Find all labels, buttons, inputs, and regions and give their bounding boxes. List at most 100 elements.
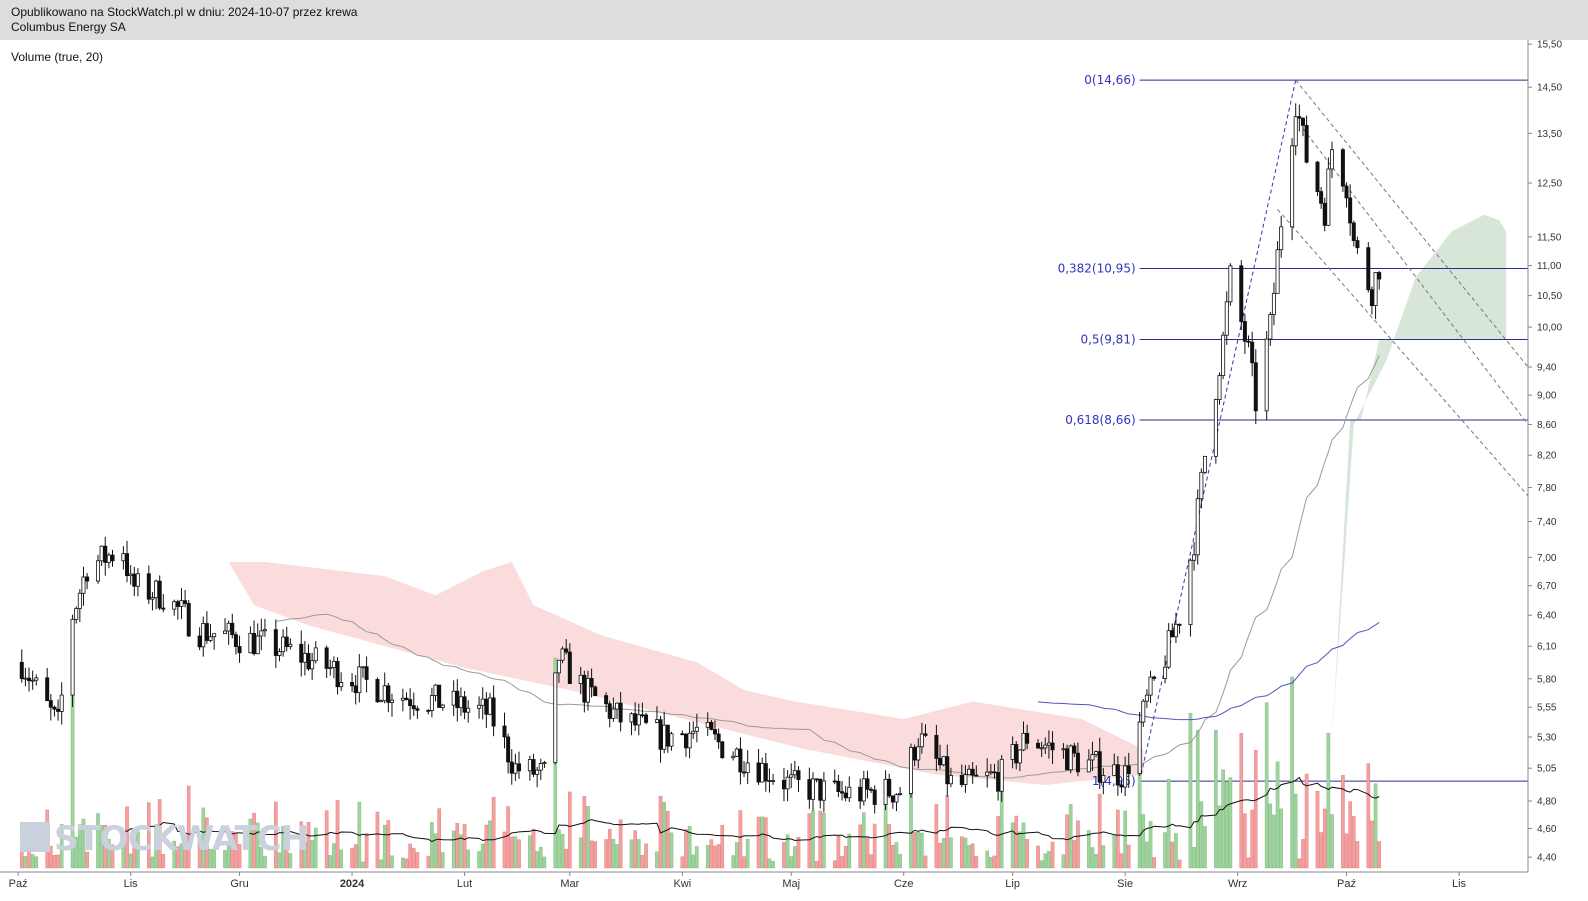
y-tick-label: 12,50: [1537, 179, 1562, 190]
candle-body: [255, 635, 260, 655]
volume-bar: [1326, 732, 1331, 869]
volume-bar: [379, 859, 383, 869]
candle-body: [865, 778, 870, 790]
volume-bar: [1039, 860, 1044, 869]
candle-body: [513, 763, 518, 774]
volume-bar: [404, 858, 409, 869]
volume-bar: [560, 833, 565, 869]
candle-body: [694, 726, 699, 732]
volume-bar: [27, 852, 31, 869]
candle-body: [52, 706, 57, 710]
candle: [967, 764, 972, 776]
candle: [618, 691, 623, 732]
candle-body: [883, 778, 888, 805]
candle-body: [531, 759, 536, 775]
volume-bar: [811, 810, 815, 869]
volume-bar: [1348, 801, 1352, 869]
candle: [745, 750, 750, 785]
candle-body: [408, 699, 413, 707]
volume-bar: [1148, 821, 1153, 869]
volume-bar: [34, 856, 39, 869]
candle-body: [1322, 202, 1327, 226]
candle-body: [1297, 116, 1302, 119]
candle-body: [379, 700, 384, 703]
candle: [531, 753, 536, 778]
candle: [858, 778, 863, 809]
y-tick-label: 5,80: [1537, 674, 1557, 685]
volume-bar: [128, 853, 133, 869]
candle-body: [662, 724, 667, 750]
candle: [440, 703, 445, 711]
ma-fast-line: [275, 355, 1380, 779]
candle-body: [1202, 455, 1207, 473]
volume-bar: [633, 830, 637, 869]
candle: [487, 692, 492, 716]
candle: [1290, 138, 1295, 241]
candle: [331, 656, 336, 679]
volume-bar: [1301, 839, 1305, 869]
candle: [99, 545, 104, 567]
volume-bar: [872, 823, 877, 869]
volume-bar: [313, 827, 318, 869]
volume-bar: [578, 837, 583, 869]
candle: [589, 668, 594, 698]
volume-bar: [1068, 804, 1073, 869]
candle-body: [411, 705, 416, 710]
candle-body: [604, 695, 609, 705]
candle: [593, 685, 598, 697]
candle-body: [386, 685, 391, 703]
volume-bar: [176, 846, 180, 869]
candle: [865, 770, 870, 799]
candle-body: [1170, 630, 1175, 638]
volume-bar: [306, 821, 311, 869]
candle: [23, 667, 28, 687]
candle: [771, 773, 776, 785]
candle: [360, 666, 365, 678]
volume-bar: [364, 833, 369, 869]
candle: [197, 627, 202, 651]
candle: [204, 611, 209, 644]
candle: [429, 687, 434, 718]
volume-bar: [78, 824, 82, 869]
volume-bar: [248, 818, 253, 869]
candle: [186, 599, 191, 638]
candle: [527, 755, 532, 781]
volume-bar: [74, 836, 79, 869]
volume-bar: [640, 855, 645, 869]
volume-bar: [455, 822, 460, 869]
candle: [691, 721, 696, 739]
candle-body: [277, 651, 282, 656]
volume-bar: [1351, 816, 1356, 869]
x-tick-label: Paź: [1337, 878, 1356, 890]
volume-bar: [1344, 833, 1349, 869]
candle-body: [1075, 752, 1080, 773]
candle-body: [542, 762, 547, 764]
candle-body: [796, 770, 801, 780]
volume-bar: [462, 824, 467, 869]
candle-body: [1072, 745, 1077, 754]
watermark-text: STOCKWATCH: [54, 819, 308, 859]
volume-bar: [644, 843, 648, 869]
volume-bar: [1065, 814, 1069, 869]
volume-bar: [695, 846, 699, 869]
candle: [1163, 655, 1168, 684]
candle: [792, 760, 797, 779]
candle: [509, 749, 514, 785]
candle-body: [959, 775, 964, 785]
candle-body: [175, 601, 180, 607]
candle: [644, 712, 649, 725]
volume-bar: [1264, 702, 1269, 869]
volume-bar: [328, 855, 333, 869]
candle: [230, 613, 235, 639]
candle: [310, 652, 315, 680]
volume-bar: [793, 846, 797, 869]
candle-body: [259, 630, 264, 637]
volume-bar: [1018, 831, 1022, 869]
volume-bar: [1087, 830, 1091, 869]
y-tick-label: 7,40: [1537, 517, 1557, 528]
volume-bar: [1097, 793, 1102, 869]
candle-body: [636, 714, 641, 726]
volume-bar: [709, 839, 714, 869]
candle: [585, 670, 590, 711]
candle: [938, 744, 943, 769]
